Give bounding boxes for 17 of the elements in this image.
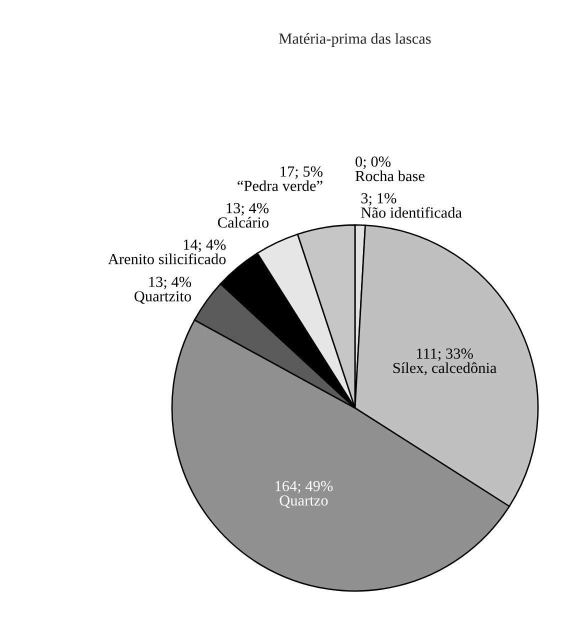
data-label: 13; 4% bbox=[226, 202, 269, 216]
data-label: 111; 33% bbox=[416, 348, 473, 361]
text: 0; 0% bbox=[356, 156, 391, 170]
slice-label: Sílex, calcedônia bbox=[393, 362, 497, 376]
slice-label: Calcário bbox=[218, 216, 269, 228]
data-label: 13; 4% bbox=[149, 276, 192, 290]
slice-label: Não identificada bbox=[361, 206, 462, 218]
data-label: 164; 49% bbox=[276, 480, 333, 494]
data-label: 14; 4% bbox=[184, 240, 226, 252]
slice-label: Quartzito bbox=[134, 291, 192, 304]
slice-label: “Pedra verde” bbox=[238, 180, 322, 192]
data-label: 3; 1% bbox=[361, 193, 396, 206]
data-label: 17; 5% bbox=[280, 166, 323, 179]
slice-label: Quartzo bbox=[280, 495, 328, 508]
slice-label: Arenito silicificado bbox=[108, 253, 226, 264]
category-label: Rocha base bbox=[355, 170, 424, 182]
chart-title: Matéria-prima das lascas bbox=[279, 33, 431, 47]
